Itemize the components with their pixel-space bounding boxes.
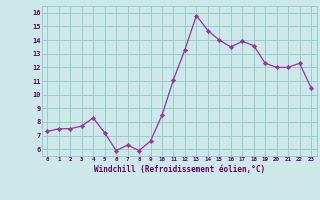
X-axis label: Windchill (Refroidissement éolien,°C): Windchill (Refroidissement éolien,°C) [94,165,265,174]
